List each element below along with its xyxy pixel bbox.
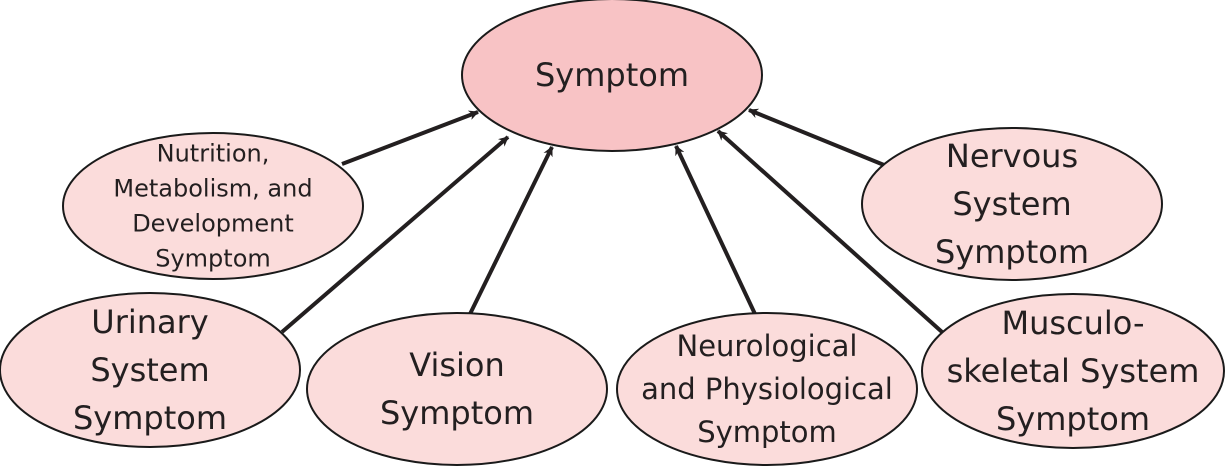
node-urinary-shape — [0, 292, 301, 448]
node-root-shape — [461, 0, 763, 152]
node-neurological-label-line: Symptom — [697, 415, 837, 449]
arrow-vision-to-root — [468, 146, 554, 315]
node-urinary-label-line: System — [90, 351, 209, 389]
arrow-musculoskeletal-to-root — [716, 129, 944, 334]
arrow-nervous-to-root — [748, 108, 885, 167]
node-root-label-line: Symptom — [535, 56, 689, 94]
node-nutrition-shape — [62, 132, 364, 280]
node-nutrition-label-line: Development — [132, 210, 294, 238]
node-vision-shape — [306, 312, 608, 466]
node-root: Symptom — [461, 0, 763, 152]
node-musculoskeletal-label-line: skeletal System — [947, 352, 1200, 390]
node-neurological-label-line: Neurological — [677, 329, 858, 363]
node-musculoskeletal: Musculo-skeletal System Symptom — [921, 293, 1225, 449]
node-neurological-shape — [616, 312, 918, 466]
node-nutrition-label-line: Symptom — [155, 245, 271, 273]
node-musculoskeletal-label-line: Musculo- — [1001, 304, 1144, 342]
node-vision: Vision Symptom — [306, 312, 608, 466]
node-vision-label-line: Vision — [409, 346, 505, 384]
node-nutrition-label-line: Metabolism, and — [113, 175, 312, 203]
node-urinary-label-line: Symptom — [73, 399, 227, 437]
node-nervous-shape — [861, 127, 1163, 281]
node-musculoskeletal-label-line: Symptom — [996, 400, 1150, 438]
node-nutrition: Nutrition, Metabolism, and Development Symp… — [62, 132, 364, 280]
node-neurological-label-line: and Physiological — [641, 372, 893, 406]
node-musculoskeletal-shape — [921, 293, 1225, 449]
arrow-nutrition-to-root — [341, 110, 479, 166]
node-vision-label-line: Symptom — [380, 394, 534, 432]
node-nervous-label-line: System — [952, 185, 1071, 223]
node-nutrition-label-line: Nutrition, — [157, 140, 270, 168]
node-nervous-label-line: Symptom — [935, 233, 1089, 271]
arrow-neurological-to-root — [674, 145, 757, 315]
node-urinary: Urinary System Symptom — [0, 292, 301, 448]
node-urinary-label-line: Urinary — [91, 303, 208, 341]
arrow-urinary-to-root — [280, 135, 510, 334]
node-nervous-label-line: Nervous — [946, 137, 1078, 175]
node-nervous: Nervous System Symptom — [861, 127, 1163, 281]
node-neurological: Neurological and Physiological Symptom — [616, 312, 918, 466]
edges-layer — [280, 108, 944, 334]
